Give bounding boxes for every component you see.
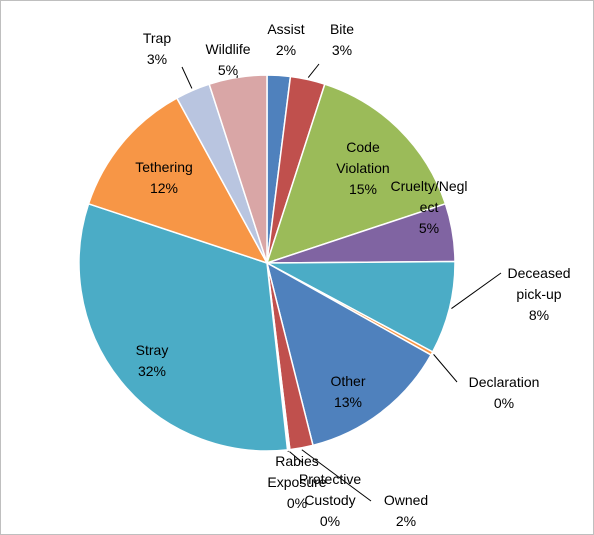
slice-label-rabies-exposure: Rabies Exposure 0% [267,453,326,511]
leader-line-trap [181,66,193,89]
slice-label-declaration: Declaration 0% [469,374,540,411]
slice-label-code-violation: Code Violation 15% [336,139,389,197]
slice-label-owned: Owned 2% [384,492,428,529]
slice-label-deceased-pick-up: Deceased pick-up 8% [507,265,570,323]
slice-label-bite: Bite 3% [330,21,354,58]
pie-slice-wildlife [208,74,268,264]
slice-label-cruelty-neglect: Cruelty/Negl ect 5% [390,178,467,236]
leader-line-deceased-pick-up [451,272,502,309]
slice-label-protective-custody: Protective Custody 0% [299,471,361,529]
leader-line-protective-custody [289,451,304,464]
slice-labels: Assist 2% Bite 3% Code Violation 15% Cruelty/Ne… [135,21,570,529]
pie-slice-deceased-pick-up [266,260,456,353]
slice-label-other: Other 13% [330,373,365,410]
leader-line-owned [301,449,372,502]
leader-lines [181,63,502,502]
pie-slice-other [265,261,433,447]
leader-line-declaration [433,354,458,383]
slice-label-stray: Stray 32% [136,342,169,379]
pie-slice-stray [78,202,289,452]
slice-label-tethering: Tethering 12% [135,159,193,196]
slice-label-trap: Trap 3% [143,30,171,67]
pie-slice-tethering [87,97,269,265]
slice-label-wildlife: Wildlife 5% [205,41,250,78]
leader-line-bite [307,63,320,78]
slice-label-assist: Assist 2% [267,21,304,58]
pie-slices [78,74,456,452]
